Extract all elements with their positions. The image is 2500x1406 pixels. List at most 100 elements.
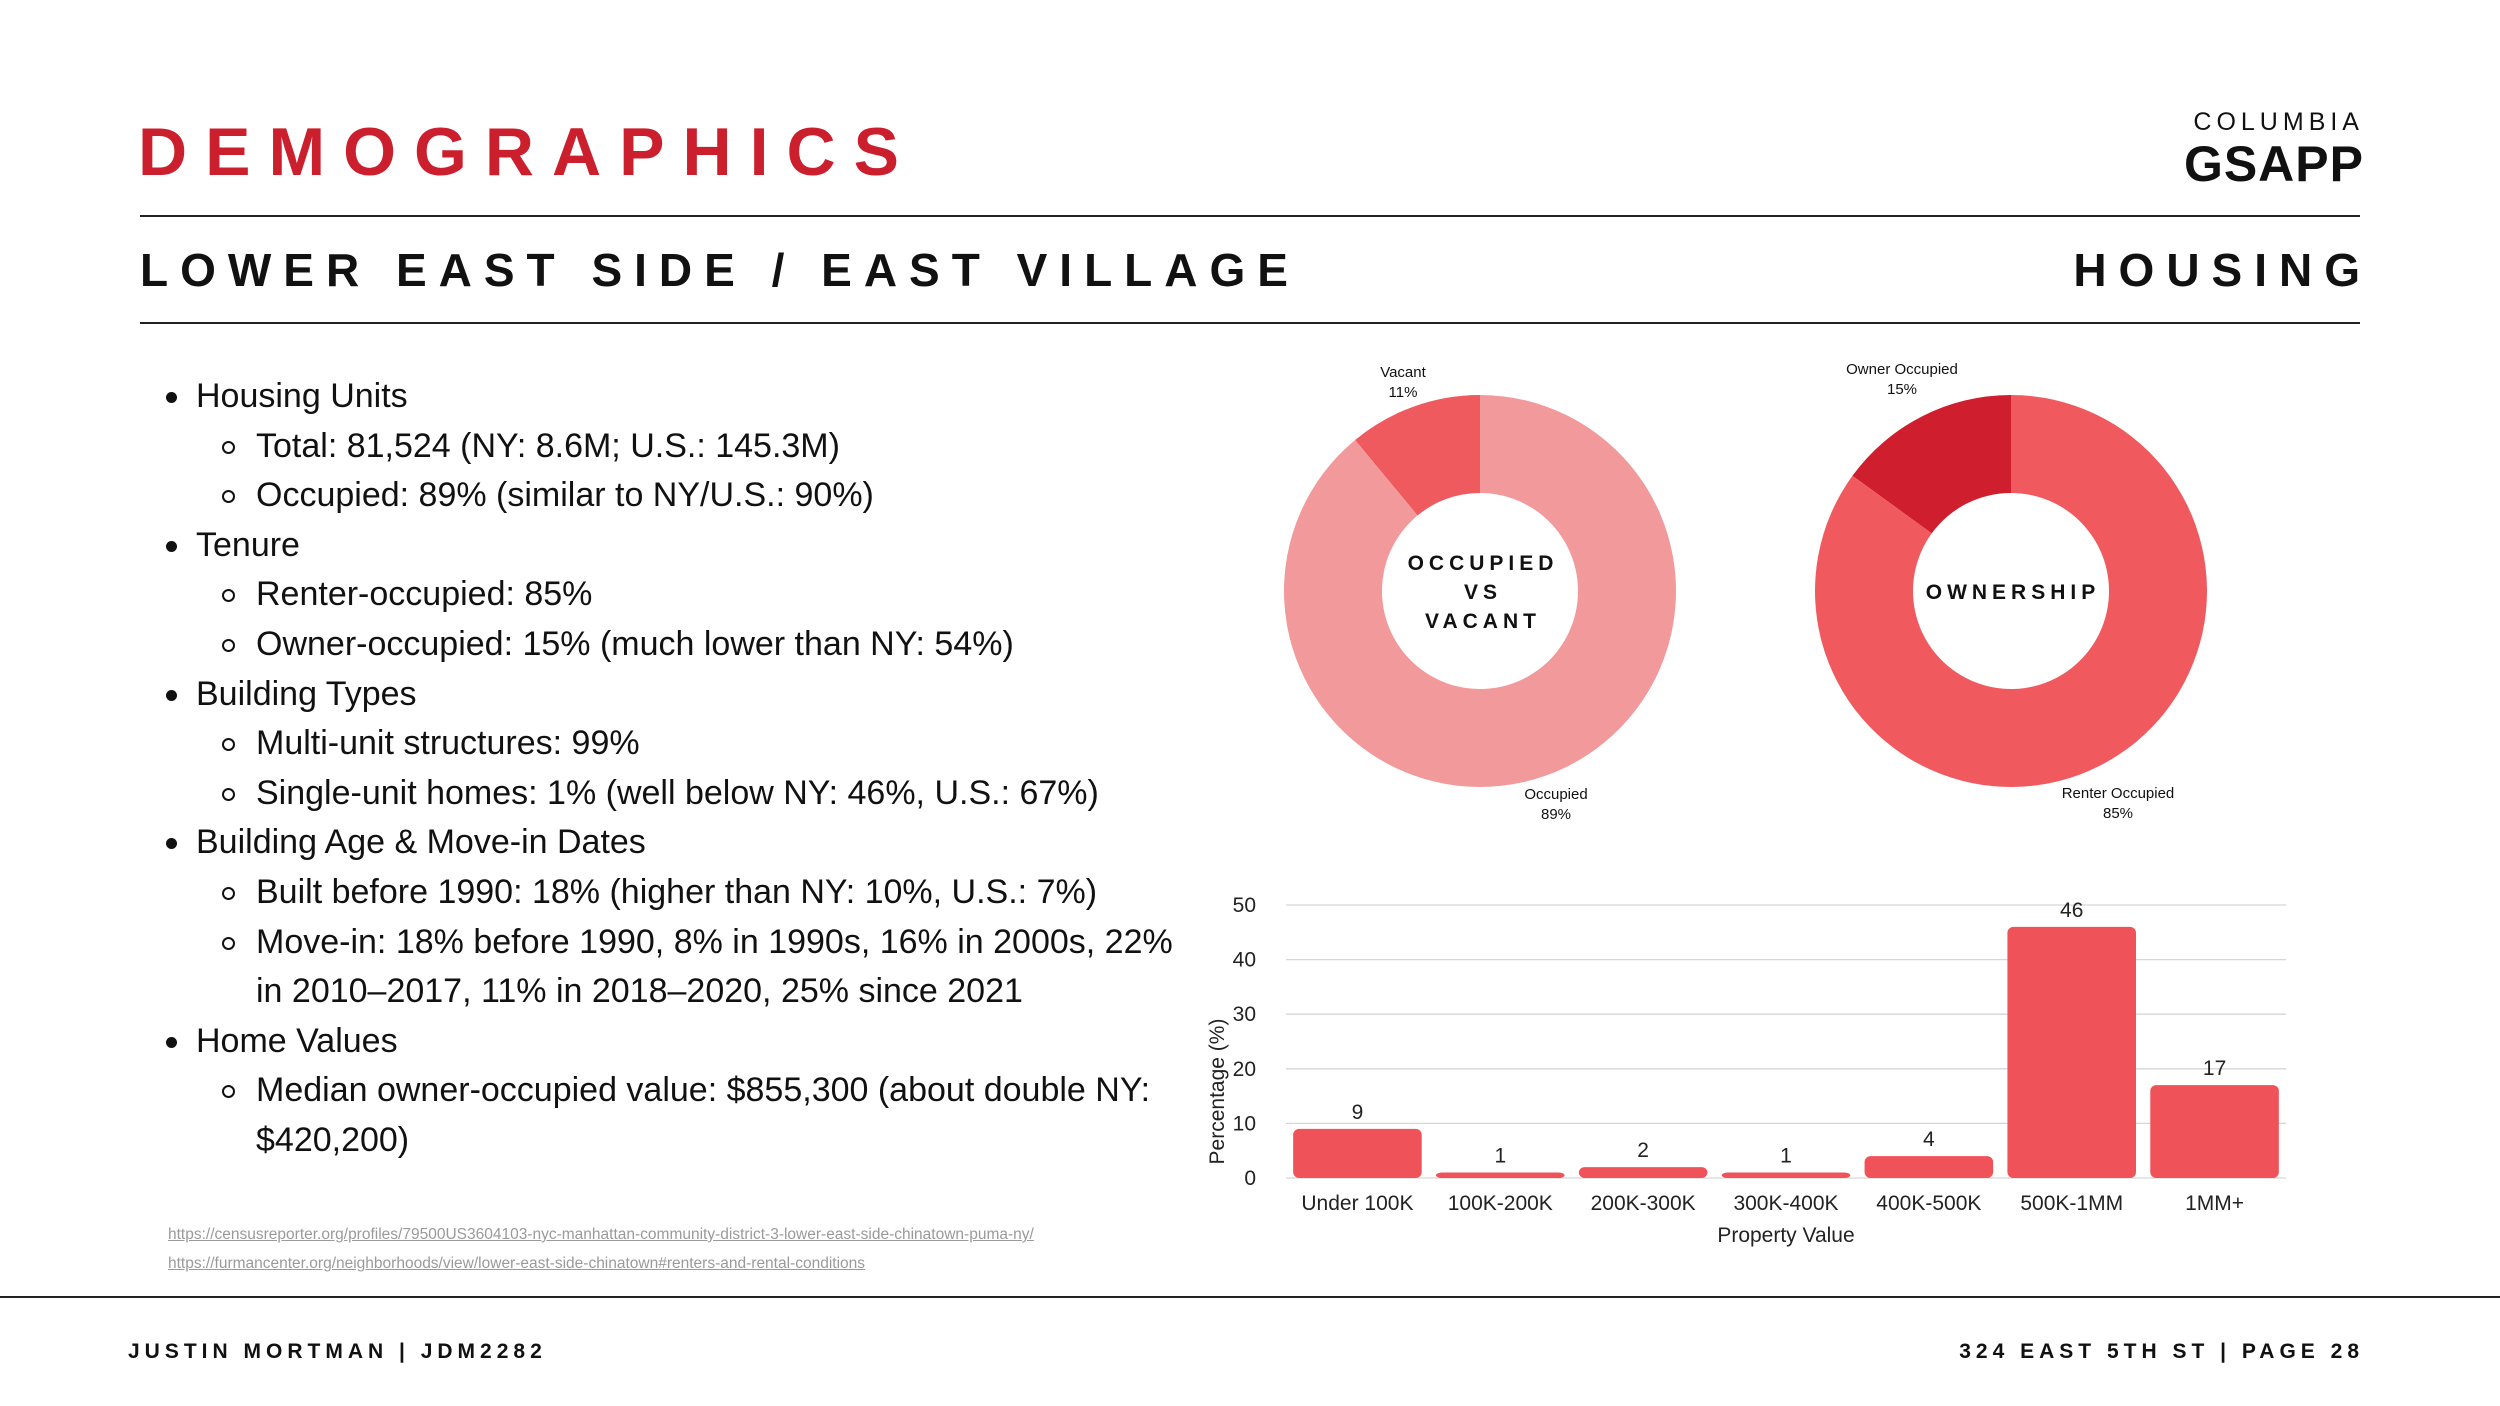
bullet-disc-icon: [160, 1017, 196, 1067]
bullet-text: Housing Units: [196, 377, 408, 415]
bullet-item: Housing Units: [160, 372, 1160, 422]
y-tick-label: 10: [1233, 1112, 1256, 1135]
sub-bullet-item: Total: 81,524 (NY: 8.6M; U.S.: 145.3M): [160, 422, 1160, 472]
bar-value-label: 1: [1494, 1145, 1506, 1168]
ownership-center-title: OWNERSHIP: [1910, 578, 2116, 607]
page-title: DEMOGRAPHICS: [138, 114, 917, 190]
bullet-circle-icon: [216, 471, 256, 521]
bullet-text: Built before 1990: 18% (higher than NY: …: [256, 872, 1098, 911]
footer-divider: [0, 1296, 2500, 1298]
bullet-text: Occupied: 89% (similar to NY/U.S.: 90%): [256, 476, 874, 515]
y-tick-label: 40: [1233, 949, 1256, 972]
footer-page-info: 324 EAST 5TH ST | PAGE 28: [1959, 1340, 2364, 1363]
bullet-text: Home Values: [196, 1021, 398, 1060]
vacant-pct-text: 11%: [1388, 384, 1418, 401]
bar-value-label: 46: [2060, 899, 2083, 922]
x-tick-label: 1MM+: [2185, 1192, 2244, 1215]
occupied-pct-text: 89%: [1540, 806, 1572, 823]
x-tick-label: 100K-200K: [1448, 1192, 1553, 1215]
sub-bullet-item: Multi-unit structures: 99%: [160, 719, 1160, 769]
bar-100k-200k: [1436, 1172, 1565, 1178]
x-tick-label: 500K-1MM: [2020, 1192, 2123, 1215]
sub-bullet-item: Owner-occupied: 15% (much lower than NY:…: [160, 620, 1160, 670]
owner-occupied-label-text: Owner Occupied: [1846, 361, 1958, 378]
bullet-text: Multi-unit structures: 99%: [256, 724, 640, 763]
bar-value-label: 1: [1780, 1145, 1792, 1168]
vacant-label-text: Vacant: [1380, 364, 1426, 381]
y-axis-label: Percentage (%): [1206, 1019, 1229, 1165]
sub-bullet-item: Single-unit homes: 1% (well below NY: 46…: [160, 769, 1160, 819]
x-tick-label: 200K-300K: [1591, 1192, 1696, 1215]
bullet-circle-icon: [216, 1066, 256, 1116]
sub-bullet-item: Renter-occupied: 85%: [160, 570, 1160, 620]
bullet-item: Home Values: [160, 1017, 1160, 1067]
center-line: OWNERSHIP: [1925, 581, 2101, 604]
sub-bullet-item: Built before 1990: 18% (higher than NY: …: [160, 868, 1160, 918]
bullet-circle-icon: [216, 868, 256, 918]
owner-occupied-slice-label: Owner Occupied 15%: [1832, 360, 1972, 400]
bar-under-100k: [1293, 1128, 1422, 1178]
vacant-slice-label: Vacant 11%: [1363, 363, 1443, 403]
bullet-circle-icon: [216, 918, 256, 968]
source-link-censusreporter[interactable]: https://censusreporter.org/profiles/7950…: [168, 1226, 1034, 1243]
property-value-bar-chart: 0 10 20 30 40 50 9 Under 100K 1 100K-200K 2 200K-30…: [1206, 894, 2286, 1247]
bar-500k-1mm: [2007, 926, 2136, 1178]
housing-bullet-list: Housing Units Total: 81,524 (NY: 8.6M; U…: [160, 372, 1173, 1166]
occupancy-slice-vacant: [1355, 395, 1480, 516]
bar-1mm-: [2150, 1085, 2279, 1178]
center-line: OCCUPIED: [1407, 552, 1559, 575]
y-tick-label: 0: [1244, 1167, 1256, 1190]
bullet-text: Total: 81,524 (NY: 8.6M; U.S.: 145.3M): [256, 426, 840, 465]
bullet-disc-icon: [160, 372, 196, 422]
bullet-text: Single-unit homes: 1% (well below NY: 46…: [256, 773, 1099, 812]
sub-bullet-item: Median owner-occupied value: $855,300 (a…: [160, 1066, 1160, 1165]
occupied-vs-vacant-center-title: OCCUPIED VS VACANT: [1380, 549, 1586, 636]
bullet-circle-icon: [216, 422, 256, 472]
bar-value-label: 9: [1352, 1101, 1364, 1124]
topic-subtitle: HOUSING: [2073, 244, 2372, 296]
ownership-donut-chart: [1815, 395, 2207, 787]
owner-occupied-pct-text: 15%: [1886, 381, 1918, 398]
bullet-circle-icon: [216, 719, 256, 769]
bullet-text: Median owner-occupied value: $855,300 (a…: [256, 1071, 1151, 1159]
bullet-disc-icon: [160, 521, 196, 571]
y-tick-label: 20: [1233, 1058, 1256, 1081]
header-divider-bottom: [140, 322, 2360, 324]
ownership-slice-owner-occupied: [1852, 395, 2011, 534]
bullet-item: Building Types: [160, 670, 1160, 720]
occupancy-slice-occupied: [1284, 395, 1676, 787]
bullet-text: Tenure: [196, 525, 300, 564]
bullet-circle-icon: [216, 769, 256, 819]
x-tick-label: 400K-500K: [1876, 1192, 1981, 1215]
occupied-vs-vacant-donut-chart: [1284, 395, 1676, 787]
header-divider-top: [140, 215, 2360, 217]
renter-occupied-label-text: Renter Occupied: [2061, 785, 2175, 802]
bar-value-label: 4: [1923, 1128, 1935, 1151]
logo-top-text: COLUMBIA: [2193, 108, 2364, 136]
y-tick-label: 30: [1233, 1003, 1256, 1026]
bullet-disc-icon: [160, 670, 196, 720]
bullet-item: Tenure: [160, 521, 1160, 571]
bullet-item: Building Age & Move-in Dates: [160, 818, 1160, 868]
renter-occupied-pct-text: 85%: [2102, 805, 2134, 822]
bullet-text: Building Age & Move-in Dates: [196, 823, 646, 862]
ownership-slice-renter-occupied: [1815, 395, 2207, 787]
center-line: VACANT: [1425, 610, 1541, 633]
columbia-gsapp-logo: COLUMBIA GSAPP: [2154, 108, 2364, 192]
sub-bullet-item: Occupied: 89% (similar to NY/U.S.: 90%): [160, 471, 1160, 521]
occupied-label-text: Occupied: [1524, 786, 1588, 803]
section-subtitle: LOWER EAST SIDE / EAST VILLAGE: [140, 244, 1300, 296]
x-tick-label: Under 100K: [1301, 1192, 1413, 1215]
bullet-disc-icon: [160, 818, 196, 868]
bullet-text: Building Types: [196, 674, 417, 713]
source-link-furmancenter[interactable]: https://furmancenter.org/neighborhoods/v…: [168, 1255, 866, 1272]
y-tick-label: 50: [1233, 894, 1256, 917]
x-tick-label: 300K-400K: [1733, 1192, 1838, 1215]
center-line: VS: [1463, 581, 1502, 604]
bullet-text: Owner-occupied: 15% (much lower than NY:…: [256, 624, 1014, 663]
bullet-circle-icon: [216, 620, 256, 670]
bar-400k-500k: [1864, 1156, 1994, 1178]
bullet-text: Move-in: 18% before 1990, 8% in 1990s, 1…: [256, 922, 1173, 1011]
bar-value-label: 2: [1637, 1139, 1649, 1162]
bar-value-label: 17: [2203, 1057, 2226, 1080]
